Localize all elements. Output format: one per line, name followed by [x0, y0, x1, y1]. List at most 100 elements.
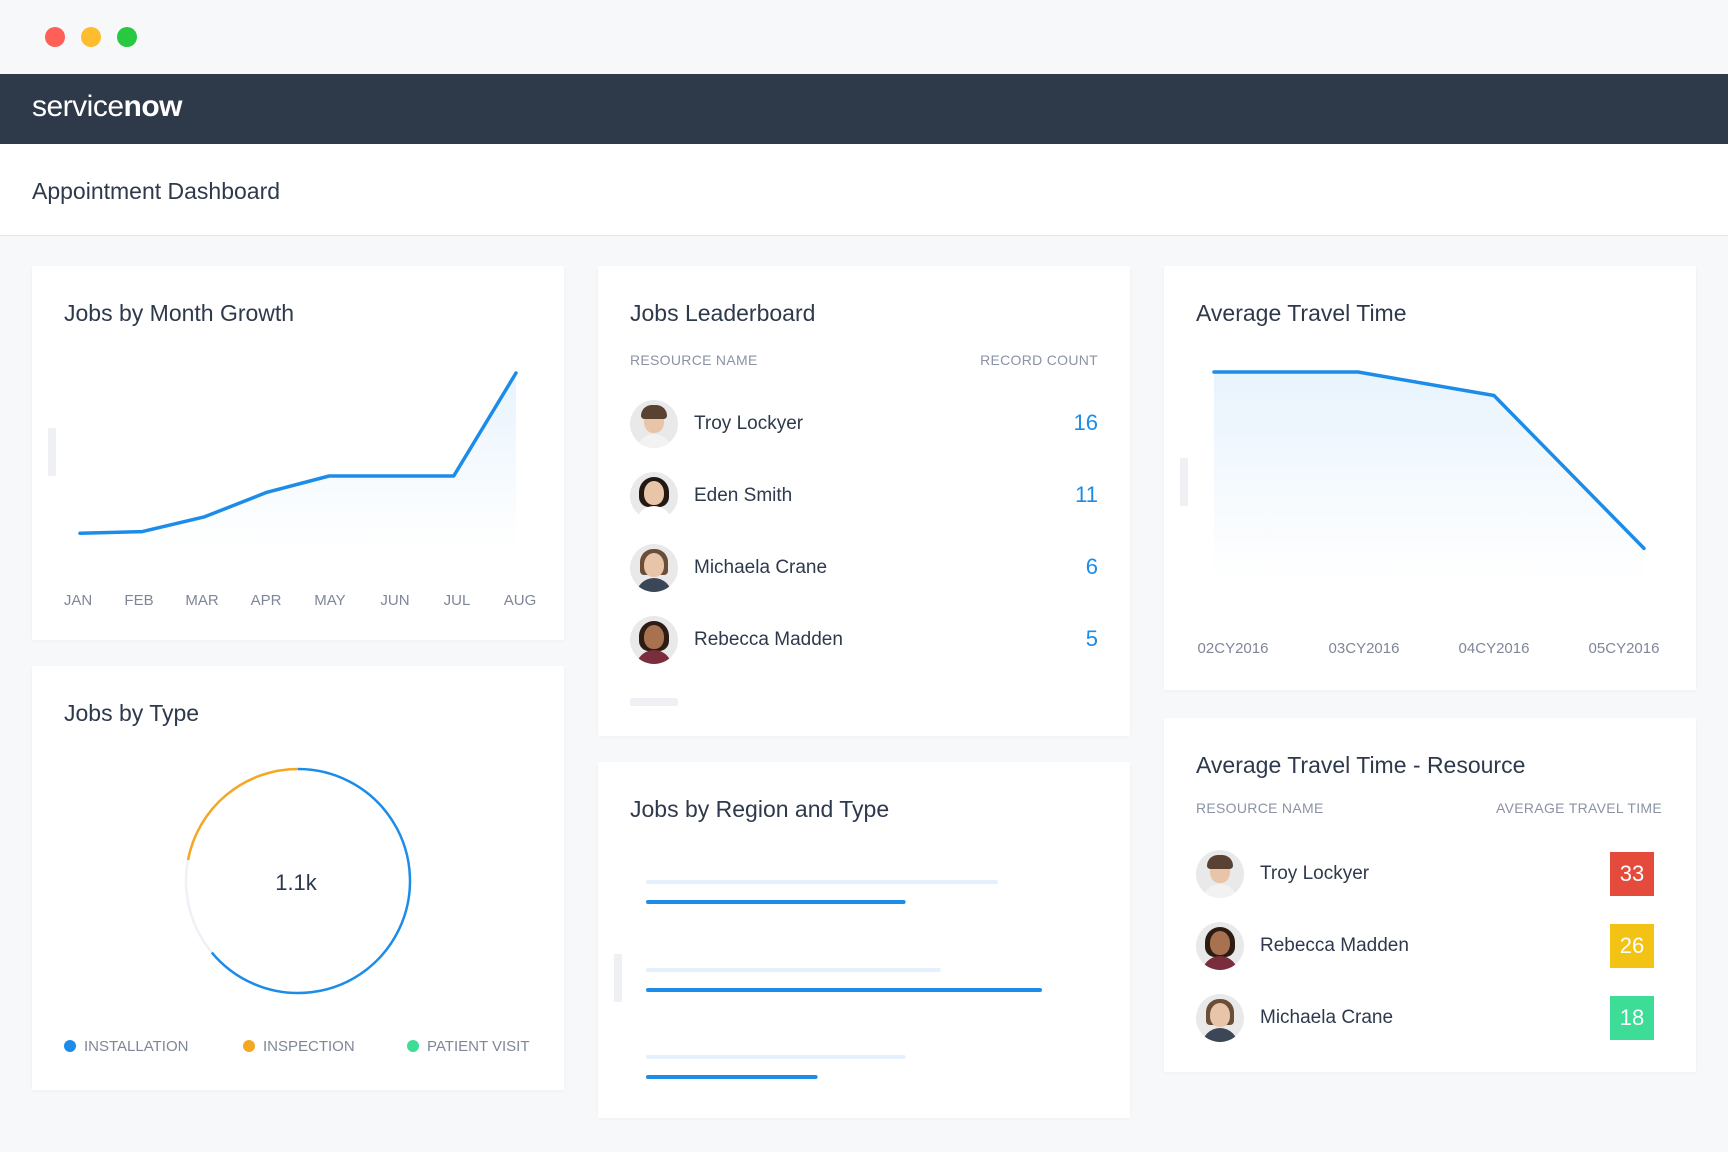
resource-travel-title: Average Travel Time - Resource — [1196, 752, 1526, 778]
x-tick-label: 05CY2016 — [1589, 640, 1660, 657]
resource-name: Michaela Crane — [1260, 1007, 1394, 1028]
leaderboard-title: Jobs Leaderboard — [630, 300, 816, 326]
jobs-by-type-card: Jobs by Type 1.1k — [32, 666, 564, 1090]
leaderboard-row[interactable]: Eden Smith 11 — [630, 472, 1098, 522]
col-resource-name[interactable]: RESOURCE NAME — [1196, 800, 1324, 816]
data-point[interactable] — [322, 469, 336, 483]
chart-scroll-handle[interactable] — [48, 428, 56, 476]
col-record-count[interactable]: RECORD COUNT — [980, 352, 1098, 368]
close-window-button[interactable] — [45, 27, 65, 47]
data-point[interactable] — [509, 366, 523, 380]
region-bar-primary[interactable] — [646, 900, 906, 904]
avatar — [630, 544, 678, 592]
legend-inspection-label: INSPECTION — [263, 1038, 355, 1055]
data-point[interactable] — [384, 469, 398, 483]
region-bar-secondary[interactable] — [646, 880, 998, 884]
x-tick-label: JUL — [444, 592, 471, 609]
data-point[interactable] — [1637, 541, 1651, 555]
leaderboard-more-indicator[interactable] — [630, 698, 678, 706]
resource-name: Eden Smith — [694, 485, 793, 506]
series-line — [1212, 370, 1646, 551]
travel-time-badge: 33 — [1610, 852, 1654, 896]
logo-prefix: service — [32, 90, 124, 123]
patient-visit-legend-dot — [407, 1040, 419, 1052]
travel-time-badge: 18 — [1610, 996, 1654, 1040]
x-tick-label: JAN — [64, 592, 92, 609]
avatar — [630, 400, 678, 448]
data-point[interactable] — [1487, 389, 1501, 403]
donut-center-total: 1.1k — [275, 870, 317, 895]
x-tick-label: MAY — [314, 592, 345, 609]
leaderboard-row[interactable]: Rebecca Madden 5 — [630, 616, 1098, 666]
inspection-legend-dot — [243, 1040, 255, 1052]
donut-slice-installation[interactable] — [210, 767, 412, 995]
region-bar-primary[interactable] — [646, 988, 1042, 992]
minimize-window-button[interactable] — [81, 27, 101, 47]
resource-name: Troy Lockyer — [1260, 863, 1370, 884]
travel-time-resource-card: Average Travel Time - Resource RESOURCE … — [1164, 718, 1696, 1072]
col-resource-name[interactable]: RESOURCE NAME — [630, 352, 758, 368]
leaderboard-row[interactable]: Troy Lockyer 16 — [630, 400, 1098, 450]
x-tick-label: 04CY2016 — [1459, 640, 1530, 657]
data-point[interactable] — [73, 526, 87, 540]
record-count[interactable]: 11 — [1075, 482, 1098, 507]
resource-row[interactable]: Michaela Crane 18 — [1196, 994, 1654, 1044]
legend-installation[interactable]: INSTALLATION — [64, 1038, 188, 1055]
x-tick-label: 02CY2016 — [1198, 640, 1269, 657]
x-tick-label: 03CY2016 — [1329, 640, 1400, 657]
donut-slice-inspection[interactable] — [186, 767, 299, 861]
jobs-leaderboard-card: Jobs Leaderboard RESOURCE NAME RECORD CO… — [598, 266, 1130, 736]
jobs-by-type-title: Jobs by Type — [64, 700, 200, 726]
zoom-window-button[interactable] — [117, 27, 137, 47]
travel-time-chart: 02CY2016 03CY2016 04CY2016 05CY2016 — [1198, 365, 1660, 657]
top-navbar: servicenow — [0, 74, 1728, 144]
servicenow-logo[interactable]: servicenow — [32, 90, 183, 126]
legend-inspection[interactable]: INSPECTION — [243, 1038, 355, 1055]
resource-name: Rebecca Madden — [1260, 935, 1409, 956]
window-titlebar — [0, 0, 1728, 74]
data-point[interactable] — [260, 485, 274, 499]
record-count[interactable]: 16 — [1073, 410, 1098, 435]
col-average-travel-time[interactable]: AVERAGE TRAVEL TIME — [1496, 800, 1662, 816]
avatar — [630, 616, 678, 664]
data-point[interactable] — [198, 510, 212, 524]
region-bar-secondary[interactable] — [646, 968, 941, 972]
chart-scroll-handle[interactable] — [614, 954, 622, 1002]
x-tick-label: FEB — [124, 592, 153, 609]
resource-name: Troy Lockyer — [694, 413, 804, 434]
resource-row[interactable]: Troy Lockyer 33 — [1196, 850, 1654, 900]
avatar — [630, 472, 678, 520]
region-bar-primary[interactable] — [646, 1075, 818, 1079]
jobs-by-month-card: Jobs by Month Growth JAN FEB MAR APR MAY JUN J… — [32, 266, 564, 640]
travel-time-badge: 26 — [1610, 924, 1654, 968]
series-line — [78, 371, 518, 535]
installation-legend-dot — [64, 1040, 76, 1052]
x-tick-label: AUG — [504, 592, 537, 609]
avatar — [1196, 994, 1244, 1042]
jobs-by-month-chart: JAN FEB MAR APR MAY JUN JUL AUG — [64, 366, 537, 609]
average-travel-time-card: Average Travel Time 02CY2016 03CY2016 04CY… — [1164, 266, 1696, 690]
x-tick-label: MAR — [185, 592, 219, 609]
area-fill — [1214, 372, 1644, 582]
page-title: Appointment Dashboard — [32, 178, 281, 204]
region-type-title: Jobs by Region and Type — [630, 796, 890, 822]
page-header: Appointment Dashboard — [0, 144, 1728, 236]
leaderboard-row[interactable]: Michaela Crane 6 — [630, 544, 1098, 594]
data-point[interactable] — [447, 469, 461, 483]
logo-suffix: now — [123, 90, 183, 123]
record-count[interactable]: 6 — [1085, 554, 1098, 579]
jobs-by-type-donut — [184, 767, 412, 995]
record-count[interactable]: 5 — [1085, 626, 1098, 651]
resource-row[interactable]: Rebecca Madden 26 — [1196, 922, 1654, 972]
legend-patient-visit[interactable]: PATIENT VISIT — [407, 1038, 530, 1055]
data-point[interactable] — [135, 525, 149, 539]
chart-scroll-handle[interactable] — [1180, 458, 1188, 506]
resource-name: Michaela Crane — [694, 557, 828, 578]
data-point[interactable] — [1351, 365, 1365, 379]
legend-patient-visit-label: PATIENT VISIT — [427, 1038, 530, 1055]
donut-slice-patient-visit[interactable] — [184, 859, 213, 954]
data-point[interactable] — [1207, 365, 1221, 379]
jobs-by-region-card: Jobs by Region and Type — [598, 762, 1130, 1118]
region-bar-secondary[interactable] — [646, 1055, 906, 1059]
region-type-bar-chart — [646, 880, 1042, 1079]
